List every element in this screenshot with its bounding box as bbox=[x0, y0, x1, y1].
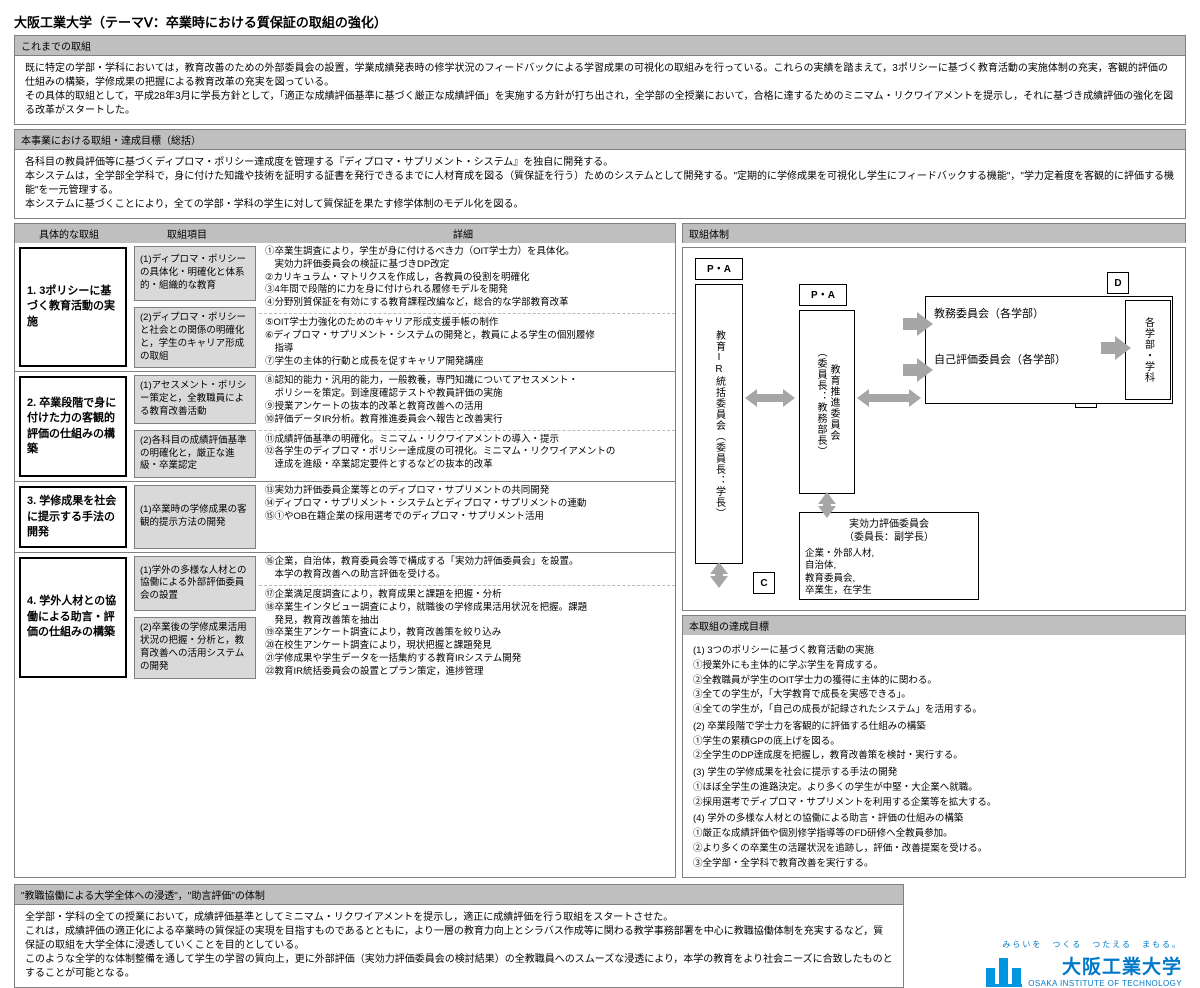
goal-item: ②全学生のDP達成度を把握し，教育改善策を検討・実行する。 bbox=[693, 749, 1175, 763]
org-structure: P・A P・A D C C 教育IR統括委員会（委員長：学長） 教育推進委員会 … bbox=[682, 247, 1186, 611]
node-d: D bbox=[1107, 272, 1129, 294]
arrow-icon bbox=[917, 358, 933, 382]
goals-hdr: 本取組の達成目標 bbox=[683, 616, 1185, 635]
arrow-icon bbox=[917, 312, 933, 336]
arrow-icon bbox=[755, 394, 785, 402]
section-plan-body: 各科目の教員評価等に基づくディプロマ・ポリシー達成度を管理する『ディプロマ・サプ… bbox=[14, 150, 1186, 219]
detail-cell: ①卒業生調査により，学生が身に付けるべき力（OIT学士力）を具体化。 実効力評価… bbox=[259, 243, 675, 314]
goal-item: ①学生の累積GPの底上げを図る。 bbox=[693, 735, 1175, 749]
detail-cell: ⑯企業，自治体，教育委員会等で構成する「実効力評価委員会」を設置。 本学の教育改… bbox=[259, 553, 675, 586]
arrow-icon bbox=[823, 502, 831, 508]
arrow-icon bbox=[867, 394, 911, 402]
sub-item-cell: (2)卒業後の学修成果活用状況の把握・分析と，教育改善への活用システムの開発 bbox=[134, 617, 256, 678]
goal-item: ②より多くの卒業生の活躍状況を追跡し，評価・改善提案を受ける。 bbox=[693, 842, 1175, 856]
sub-item-cell: (1)アセスメント・ポリシー策定と，全教職員による教育改善活動 bbox=[134, 375, 256, 423]
detail-cell: ⑰企業満足度調査により，教育成果と課題を把握・分析 ⑱卒業生インタビュー調査によ… bbox=[259, 586, 675, 682]
node-ir-committee: 教育IR統括委員会（委員長：学長） bbox=[695, 284, 743, 564]
sub-item-cell: (1)学外の多様な人材との協働による外部評価委員会の設置 bbox=[134, 556, 256, 611]
detail-cell: ⑪成績評価基準の明確化。ミニマム・リクワイアメントの導入・提示 ⑫各学生のディプ… bbox=[259, 431, 675, 482]
sub-item-cell: (1)卒業時の学修成果の客観的提示方法の開発 bbox=[134, 485, 256, 549]
sub-item-cell: (2)ディプロマ・ポリシーと社会との関係の明確化と，学生のキャリア形成の取組 bbox=[134, 307, 256, 368]
bottom-hdr: "教職協働による大学全体への浸透"，"助言評価"の体制 bbox=[14, 884, 904, 905]
category-cell: 2. 卒業段階で身に付けた力の客観的評価の仕組みの構築 bbox=[19, 376, 127, 477]
initiative-row: 4. 学外人材との協働による助言・評価の仕組みの構築(1)学外の多様な人材との協… bbox=[15, 552, 675, 681]
goal-group-heading: (2) 卒業段階で学士力を客観的に評価する仕組みの構築 bbox=[693, 720, 1175, 734]
category-cell: 3. 学修成果を社会に提示する手法の開発 bbox=[19, 486, 127, 548]
goals-box: 本取組の達成目標 (1) 3つのポリシーに基づく教育活動の実施①授業外にも主体的… bbox=[682, 615, 1186, 878]
initiative-row: 1. 3ポリシーに基づく教育活動の実施(1)ディプロマ・ポリシーの具体化・明確化… bbox=[15, 243, 675, 371]
goal-item: ④全ての学生が，「自己の成長が記録されたシステム」を活用する。 bbox=[693, 703, 1175, 717]
org-structure-hdr: 取組体制 bbox=[682, 223, 1186, 243]
sub-item-cell: (2)各科目の成績評価基準の明確化と，厳正な進級・卒業認定 bbox=[134, 430, 256, 478]
section-past-hdr: これまでの取組 bbox=[14, 35, 1186, 56]
node-c-2: C bbox=[753, 572, 775, 594]
goal-item: ③全学部・全学科で教育改善を実行する。 bbox=[693, 857, 1175, 871]
detail-cell: ⑤OIT学士力強化のためのキャリア形成支援手帳の制作 ⑥ディプロマ・サプリメント… bbox=[259, 314, 675, 371]
arrow-icon bbox=[715, 572, 723, 578]
arrow-icon bbox=[1115, 336, 1131, 360]
node-edu-promotion: 教育推進委員会 （委員長：教務部長） bbox=[799, 310, 855, 494]
node-pa-1: P・A bbox=[695, 258, 743, 280]
goal-group-heading: (1) 3つのポリシーに基づく教育活動の実施 bbox=[693, 644, 1175, 658]
node-effectiveness-committee: 実効力評価委員会 （委員長：副学長） 企業・外部人材, 自治体, 教育委員会, … bbox=[799, 512, 979, 600]
node-faculties: 各学部・学科 bbox=[1125, 300, 1171, 400]
initiatives-grid: 具体的な取組 取組項目 詳細 1. 3ポリシーに基づく教育活動の実施(1)ディプ… bbox=[14, 223, 676, 878]
logo-mark-icon bbox=[986, 956, 1022, 984]
university-logo: みらいを つくる つたえる まもる。 大阪工業大学 OSAKA INSTITUT… bbox=[914, 939, 1186, 988]
detail-cell: ⑬実効力評価委員企業等とのディプロマ・サプリメントの共同開発 ⑭ディプロマ・サプ… bbox=[259, 482, 675, 552]
section-past-body: 既に特定の学部・学科においては，教育改善のための外部委員会の設置，学業成績発表時… bbox=[14, 56, 1186, 125]
category-cell: 1. 3ポリシーに基づく教育活動の実施 bbox=[19, 247, 127, 367]
goal-group-heading: (3) 学生の学修成果を社会に提示する手法の開発 bbox=[693, 766, 1175, 780]
sub-item-cell: (1)ディプロマ・ポリシーの具体化・明確化と体系的・組織的な教育 bbox=[134, 246, 256, 301]
initiative-row: 2. 卒業段階で身に付けた力の客観的評価の仕組みの構築(1)アセスメント・ポリシ… bbox=[15, 371, 675, 481]
goal-item: ①授業外にも主体的に学ぶ学生を育成する。 bbox=[693, 659, 1175, 673]
goal-item: ①ほぼ全学生の進路決定。より多くの学生が中堅・大企業へ就職。 bbox=[693, 781, 1175, 795]
bottom-body: 全学部・学科の全ての授業において，成績評価基準としてミニマム・リクワイアメントを… bbox=[14, 905, 904, 988]
category-cell: 4. 学外人材との協働による助言・評価の仕組みの構築 bbox=[19, 557, 127, 677]
goal-group-heading: (4) 学外の多様な人材との協働による助言・評価の仕組みの構築 bbox=[693, 812, 1175, 826]
section-plan-hdr: 本事業における取組・達成目標（総括） bbox=[14, 129, 1186, 150]
goal-item: ①厳正な成績評価や個別修学指導等のFD研修へ全教員参加。 bbox=[693, 827, 1175, 841]
grid-hdr-category: 具体的な取組 bbox=[15, 224, 123, 243]
goal-item: ③全ての学生が，「大学教育で成長を実感できる」。 bbox=[693, 688, 1175, 702]
initiative-row: 3. 学修成果を社会に提示する手法の開発(1)卒業時の学修成果の客観的提示方法の… bbox=[15, 481, 675, 552]
detail-cell: ⑧認知的能力・汎用的能力，一般教養，専門知識についてアセスメント・ ポリシーを策… bbox=[259, 372, 675, 430]
goal-item: ②採用選考でディプロマ・サプリメントを利用する企業等を拡大する。 bbox=[693, 796, 1175, 810]
page-title: 大阪工業大学（テーマⅤ：卒業時における質保証の取組の強化） bbox=[14, 12, 1186, 31]
grid-hdr-detail: 詳細 bbox=[251, 224, 675, 243]
goal-item: ②全教職員が学生のOIT学士力の獲得に主体的に関わる。 bbox=[693, 674, 1175, 688]
grid-hdr-item: 取組項目 bbox=[123, 224, 251, 243]
node-pa-2: P・A bbox=[799, 284, 847, 306]
